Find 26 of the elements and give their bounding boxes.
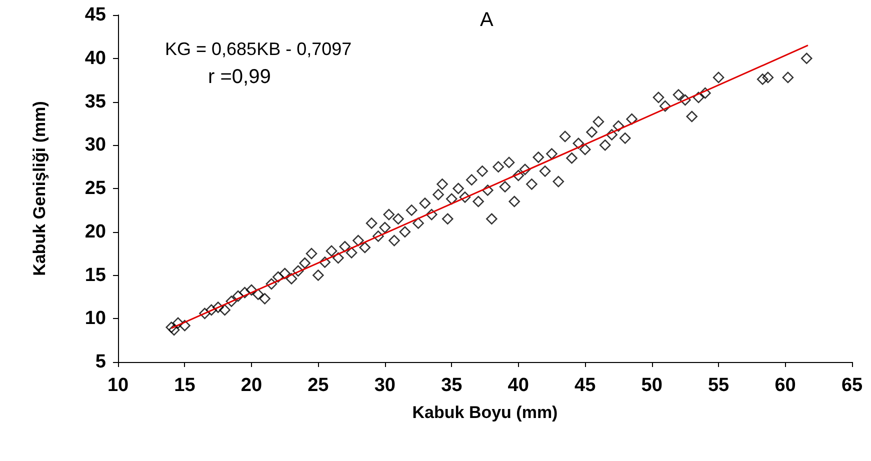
x-tick-label: 30 (374, 375, 396, 396)
x-tick-label: 40 (508, 375, 529, 396)
x-tick-label: 60 (774, 375, 796, 396)
x-tick-label: 25 (308, 375, 330, 396)
y-tick-label: 35 (84, 91, 106, 112)
y-tick-label: 30 (84, 134, 106, 156)
annotation: A (480, 9, 494, 31)
y-tick-label: 45 (84, 4, 106, 26)
x-tick-label: 35 (441, 375, 463, 396)
y-tick-label: 5 (95, 352, 106, 372)
y-axis-title: Kabuk Genişliği (mm) (30, 101, 49, 276)
annotation: KG = 0,685KB - 0,7097 (165, 39, 352, 59)
x-tick-label: 55 (708, 375, 730, 396)
x-tick-label: 10 (107, 375, 129, 396)
x-tick-label: 45 (574, 375, 596, 396)
y-tick-label: 25 (84, 178, 106, 199)
x-tick-label: 15 (174, 375, 196, 396)
x-tick-label: 50 (641, 375, 662, 396)
x-tick-label: 65 (841, 375, 863, 396)
annotation: r =0,99 (208, 66, 271, 88)
x-axis-title: Kabuk Boyu (mm) (412, 403, 558, 422)
y-tick-label: 40 (84, 48, 106, 69)
x-tick-label: 20 (240, 375, 262, 396)
y-tick-label: 15 (84, 264, 106, 286)
y-tick-label: 10 (84, 308, 106, 330)
y-tick-label: 20 (84, 221, 106, 242)
